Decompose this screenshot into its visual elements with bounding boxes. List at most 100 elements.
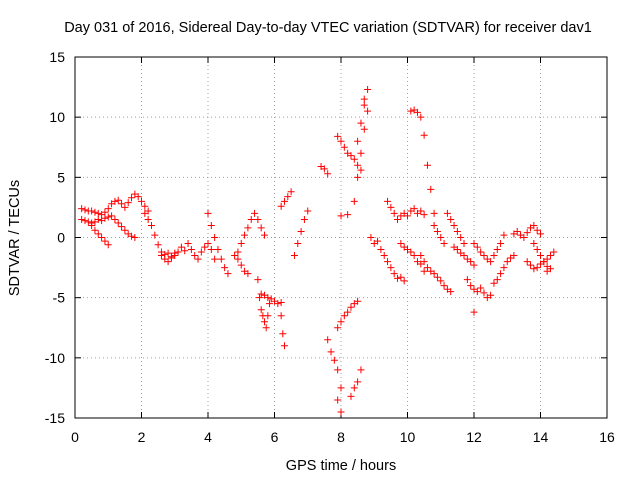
data-point	[279, 330, 287, 338]
data-point	[324, 170, 332, 178]
x-axis-label: GPS time / hours	[286, 458, 396, 474]
data-point	[440, 282, 448, 290]
data-point	[108, 212, 116, 220]
data-point	[237, 261, 245, 269]
data-point	[417, 113, 425, 121]
data-point	[164, 258, 172, 266]
data-point	[191, 252, 199, 260]
data-point	[171, 249, 179, 257]
y-tick-label: 5	[57, 169, 65, 185]
data-point	[420, 267, 428, 275]
data-point	[337, 212, 345, 220]
data-point	[94, 230, 102, 238]
data-point	[294, 240, 302, 248]
data-point	[144, 215, 152, 223]
data-point	[490, 279, 498, 287]
data-point	[128, 194, 136, 202]
data-point	[334, 132, 342, 140]
data-point	[546, 252, 554, 260]
data-point	[344, 308, 352, 316]
data-point	[177, 243, 185, 251]
data-point	[327, 348, 335, 356]
axis-ticks: 0 2 4 6 8 10 12 14 16 -15 -10 -5 0 5 10 15	[45, 49, 615, 445]
data-point	[473, 288, 481, 296]
data-point	[394, 274, 402, 282]
data-point	[360, 95, 368, 103]
data-point	[337, 384, 345, 392]
data-point	[367, 234, 375, 241]
data-point	[254, 276, 262, 284]
data-point	[94, 209, 102, 217]
data-point	[477, 284, 485, 292]
data-point	[384, 258, 392, 266]
chart-title: Day 031 of 2016, Sidereal Day-to-day VTE…	[64, 20, 592, 36]
data-point	[340, 312, 348, 320]
data-point	[354, 173, 362, 181]
data-point	[234, 248, 242, 256]
data-point	[420, 211, 428, 219]
data-point	[354, 378, 362, 386]
grid	[75, 57, 607, 418]
data-point	[81, 217, 89, 225]
data-point	[497, 270, 505, 278]
data-point	[387, 264, 395, 272]
data-point	[287, 188, 295, 196]
data-point	[550, 248, 558, 256]
data-point	[304, 207, 312, 215]
data-point	[533, 226, 541, 234]
data-point	[437, 234, 445, 241]
data-point	[174, 248, 182, 256]
data-point	[324, 336, 332, 344]
y-tick-label: -5	[53, 290, 66, 306]
data-point	[244, 270, 252, 278]
data-point	[207, 246, 215, 254]
y-tick-label: -15	[45, 410, 65, 426]
data-point	[337, 137, 345, 145]
data-point	[404, 212, 411, 220]
data-point	[84, 218, 92, 226]
x-tick-label: 12	[466, 429, 482, 445]
data-point	[350, 197, 358, 205]
x-tick-label: 8	[337, 429, 345, 445]
data-point	[480, 289, 488, 297]
y-tick-label: 10	[49, 109, 65, 125]
data-point	[261, 231, 269, 239]
data-point	[237, 240, 245, 248]
data-point	[457, 234, 465, 241]
data-point	[104, 205, 112, 213]
data-point	[91, 208, 99, 216]
data-point	[88, 221, 96, 229]
data-point	[101, 214, 109, 222]
data-point	[217, 255, 225, 263]
data-point	[543, 267, 551, 275]
data-point	[387, 203, 395, 211]
data-point	[114, 219, 122, 227]
data-point	[430, 209, 438, 217]
data-point	[241, 231, 249, 239]
data-point	[470, 240, 478, 248]
data-point	[520, 234, 528, 241]
data-point	[297, 227, 305, 235]
data-point	[330, 356, 338, 364]
data-point	[447, 288, 455, 296]
x-tick-label: 10	[400, 429, 416, 445]
data-point	[138, 197, 145, 205]
data-point	[121, 226, 129, 234]
data-point	[397, 240, 405, 248]
data-point	[427, 185, 435, 193]
y-axis-label: SDTVAR / TECUs	[7, 180, 23, 296]
data-point	[473, 243, 481, 251]
data-point	[533, 246, 541, 254]
data-point	[111, 215, 119, 223]
data-point	[410, 252, 418, 260]
data-point	[131, 234, 139, 241]
data-point	[91, 226, 99, 234]
data-point	[261, 318, 269, 326]
data-point	[433, 273, 441, 281]
data-point	[500, 231, 508, 239]
data-point	[467, 258, 475, 266]
data-point	[497, 240, 505, 248]
data-point	[463, 276, 471, 284]
data-point	[256, 294, 264, 302]
data-point	[104, 241, 112, 249]
